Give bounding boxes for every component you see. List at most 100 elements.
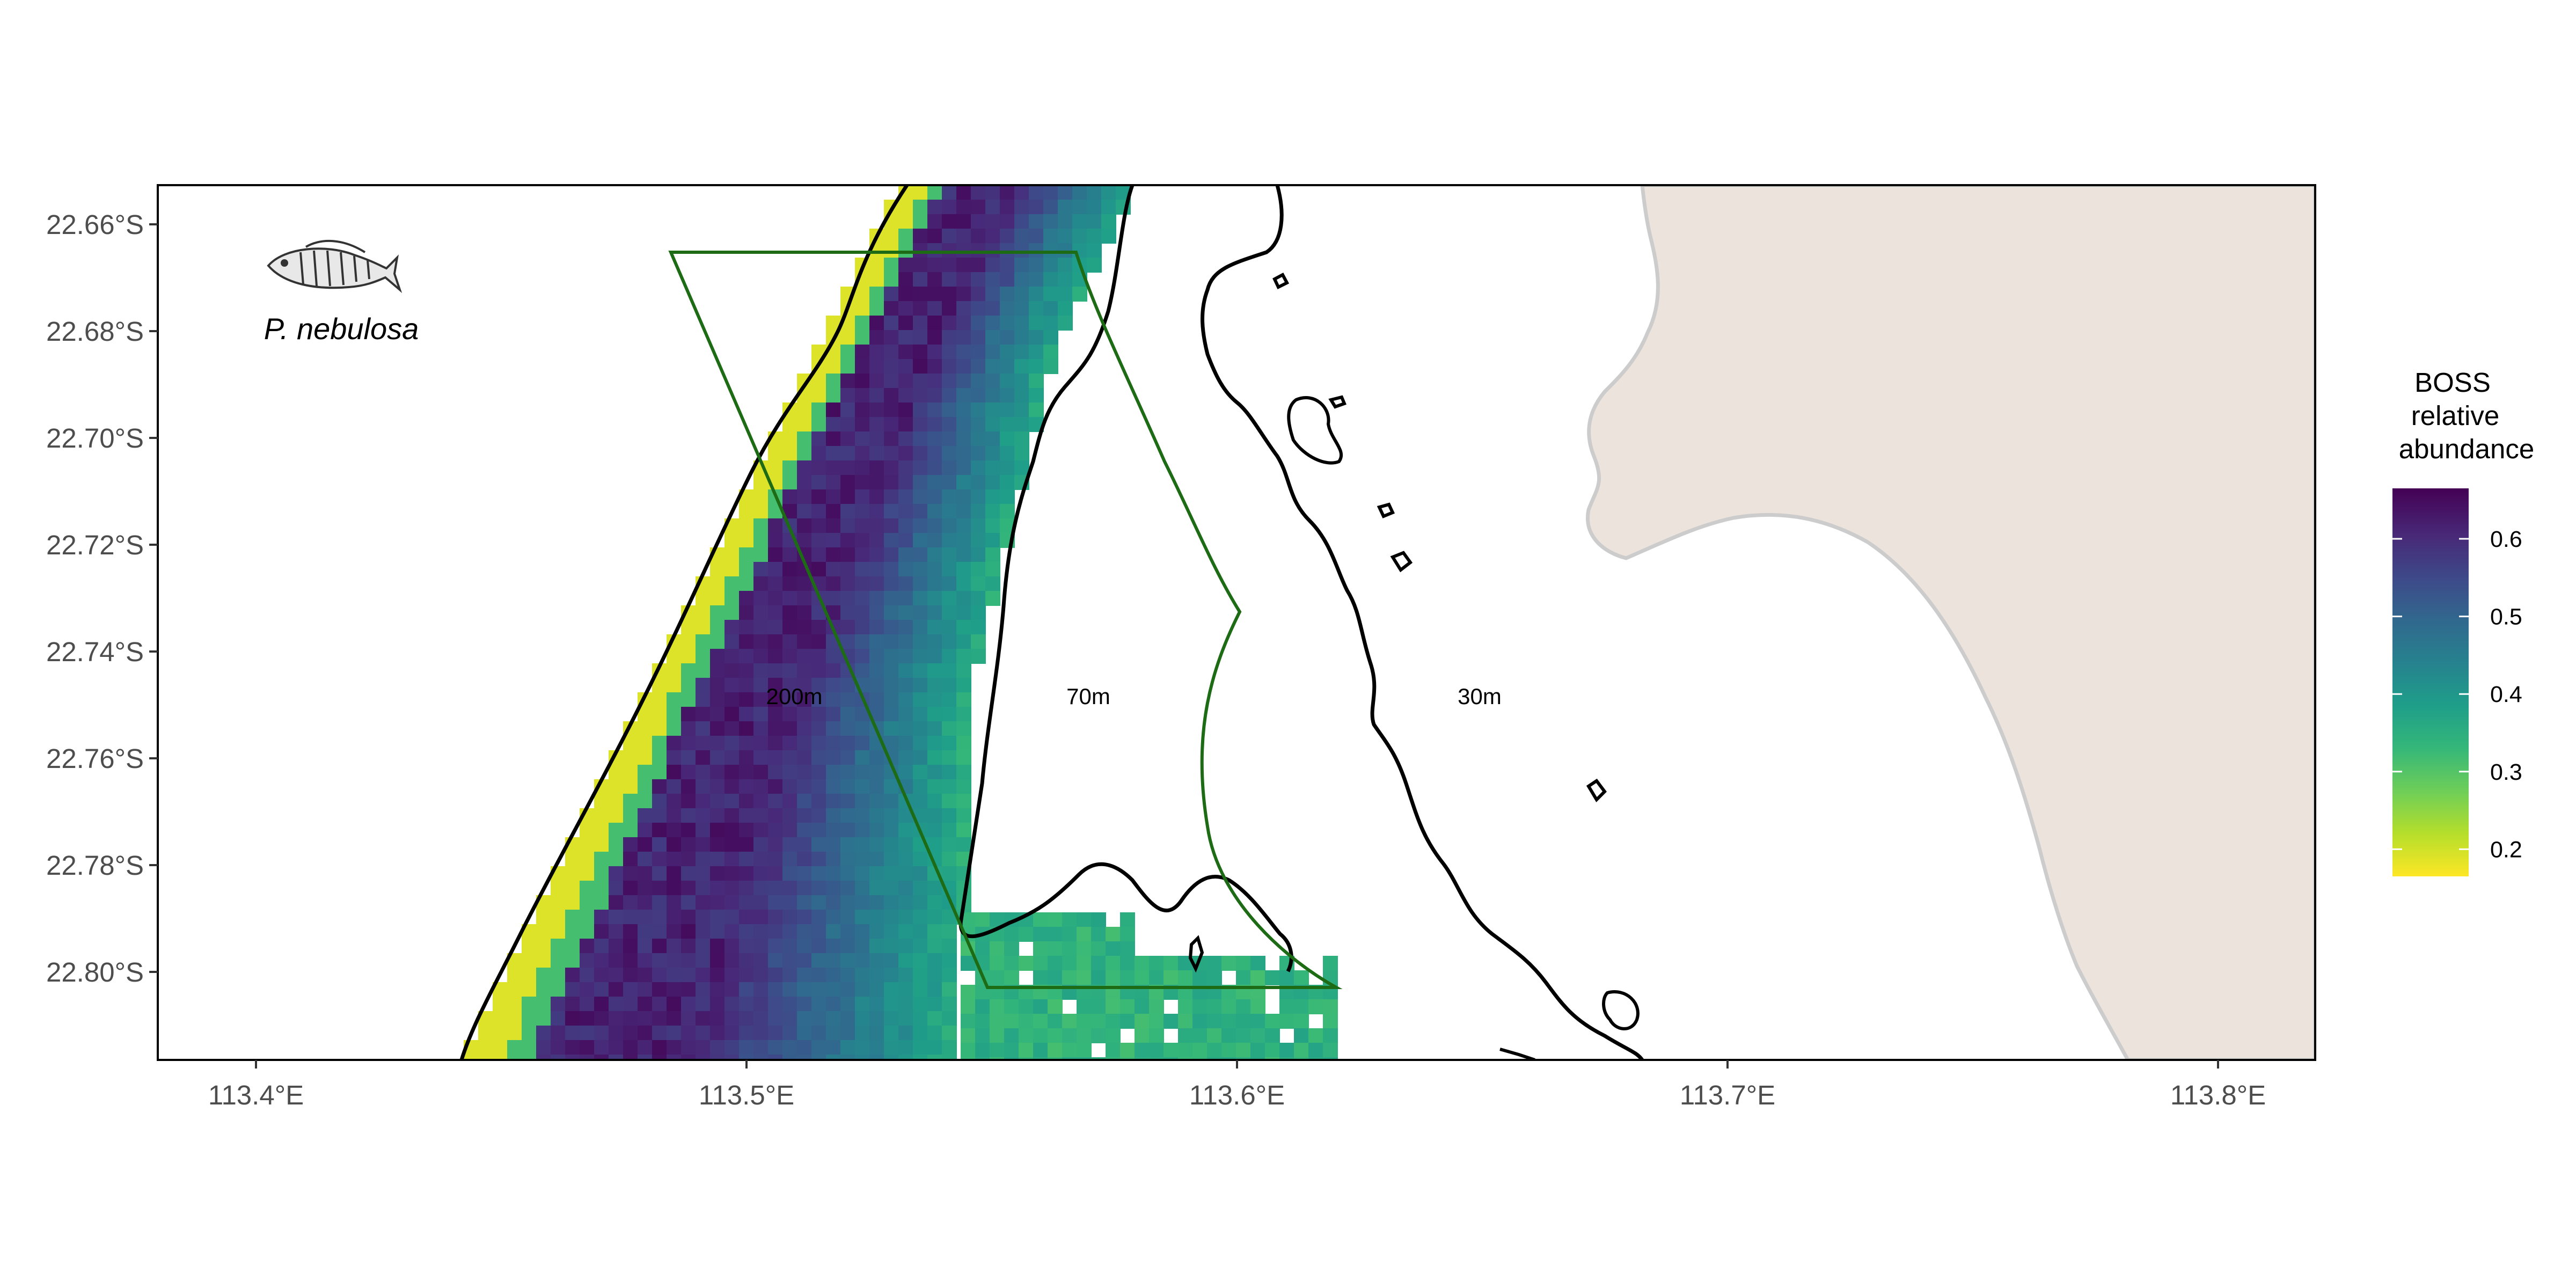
raster-cell bbox=[1029, 359, 1044, 374]
raster-cell bbox=[696, 895, 711, 910]
raster-cell bbox=[580, 968, 595, 983]
raster-cell bbox=[913, 316, 928, 331]
raster-cell bbox=[1043, 214, 1058, 229]
raster-cell bbox=[623, 924, 638, 939]
raster-cell bbox=[753, 852, 769, 867]
raster-cell bbox=[797, 721, 812, 736]
raster-cell bbox=[565, 924, 580, 939]
raster-cell bbox=[985, 200, 1000, 215]
raster-cell bbox=[942, 475, 957, 490]
raster-cell bbox=[1058, 258, 1073, 273]
raster-cell bbox=[696, 808, 711, 823]
raster-cell bbox=[884, 605, 899, 620]
raster-cell bbox=[942, 562, 957, 577]
raster-cell bbox=[1004, 1028, 1019, 1043]
raster-cell bbox=[956, 345, 971, 360]
raster-cell bbox=[971, 388, 986, 403]
raster-cell bbox=[956, 460, 971, 475]
raster-cell bbox=[1062, 956, 1077, 971]
raster-cell bbox=[580, 895, 595, 910]
raster-cell bbox=[667, 895, 682, 910]
raster-cell bbox=[927, 374, 942, 389]
raster-cell bbox=[975, 1028, 990, 1043]
raster-cell bbox=[797, 982, 812, 997]
raster-cell bbox=[855, 316, 870, 331]
raster-cell bbox=[855, 287, 870, 302]
raster-cell bbox=[927, 562, 942, 577]
raster-cell bbox=[580, 1026, 595, 1041]
raster-cell bbox=[840, 866, 855, 881]
raster-cell bbox=[623, 794, 638, 809]
raster-cell bbox=[884, 258, 899, 273]
raster-cell bbox=[942, 678, 957, 693]
raster-cell bbox=[826, 779, 841, 794]
raster-cell bbox=[913, 185, 928, 200]
raster-cell bbox=[942, 591, 957, 606]
raster-cell bbox=[522, 953, 537, 968]
raster-cell bbox=[681, 823, 696, 838]
raster-cell bbox=[869, 330, 884, 345]
raster-cell bbox=[913, 388, 928, 403]
raster-cell bbox=[840, 388, 855, 403]
raster-cell bbox=[927, 388, 942, 403]
raster-cell bbox=[956, 634, 971, 649]
raster-cell bbox=[681, 721, 696, 736]
raster-cell bbox=[1323, 1014, 1338, 1029]
raster-cell bbox=[985, 533, 1000, 548]
raster-cell bbox=[609, 837, 624, 852]
raster-cell bbox=[840, 417, 855, 432]
raster-cell bbox=[855, 997, 870, 1012]
raster-cell bbox=[1029, 229, 1044, 244]
raster-cell bbox=[609, 939, 624, 954]
raster-cell bbox=[1236, 956, 1251, 971]
raster-cell bbox=[898, 953, 913, 968]
raster-cell bbox=[811, 504, 826, 519]
contour-label-200m: 200m bbox=[766, 684, 822, 709]
raster-cell bbox=[855, 1011, 870, 1026]
raster-cell bbox=[710, 968, 725, 983]
raster-cell bbox=[696, 866, 711, 881]
raster-cell bbox=[1135, 1057, 1150, 1060]
raster-cell bbox=[753, 678, 769, 693]
raster-cell bbox=[782, 808, 797, 823]
raster-cell bbox=[782, 663, 797, 678]
raster-cell bbox=[840, 345, 855, 360]
raster-cell bbox=[1058, 301, 1073, 316]
raster-cell bbox=[942, 431, 957, 447]
raster-cell bbox=[913, 953, 928, 968]
raster-cell bbox=[942, 707, 957, 722]
raster-cell bbox=[927, 533, 942, 548]
raster-cell bbox=[1192, 999, 1208, 1014]
raster-cell bbox=[927, 229, 942, 244]
raster-cell bbox=[1308, 1057, 1323, 1060]
raster-cell bbox=[652, 779, 667, 794]
raster-cell bbox=[797, 533, 812, 548]
raster-cell bbox=[753, 576, 769, 591]
raster-cell bbox=[840, 1055, 855, 1060]
raster-cell bbox=[913, 272, 928, 287]
raster-cell bbox=[956, 214, 971, 229]
raster-cell bbox=[898, 301, 913, 316]
raster-cell bbox=[898, 504, 913, 519]
raster-cell bbox=[1029, 200, 1044, 215]
raster-cell bbox=[990, 1014, 1005, 1029]
raster-cell bbox=[638, 910, 653, 925]
raster-cell bbox=[797, 620, 812, 635]
raster-cell bbox=[565, 1011, 580, 1026]
raster-cell bbox=[913, 460, 928, 475]
raster-cell bbox=[522, 982, 537, 997]
raster-cell bbox=[884, 460, 899, 475]
raster-cell bbox=[609, 1055, 624, 1060]
raster-cell bbox=[811, 1011, 826, 1026]
raster-cell bbox=[884, 301, 899, 316]
raster-cell bbox=[985, 316, 1000, 331]
raster-cell bbox=[971, 301, 986, 316]
raster-cell bbox=[1000, 272, 1015, 287]
raster-cell bbox=[623, 866, 638, 881]
raster-cell bbox=[1308, 1043, 1323, 1058]
raster-cell bbox=[840, 721, 855, 736]
raster-cell bbox=[1077, 912, 1092, 927]
raster-cell bbox=[739, 852, 754, 867]
raster-cell bbox=[782, 968, 797, 983]
raster-cell bbox=[1294, 1014, 1309, 1029]
